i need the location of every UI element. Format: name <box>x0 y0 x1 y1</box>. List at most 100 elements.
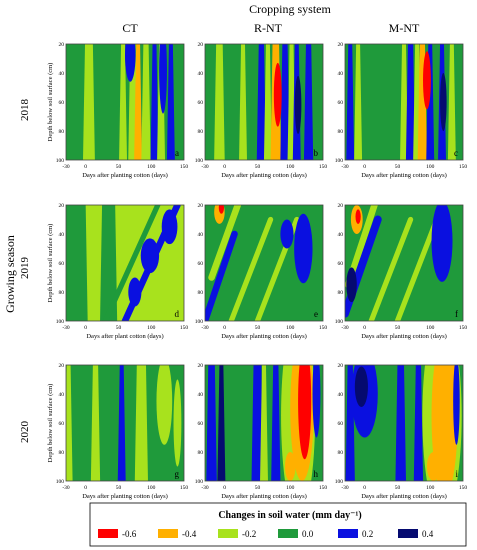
row-label-2018: 2018 <box>19 99 31 122</box>
contour-streak <box>102 205 161 321</box>
y-tick-label: 20 <box>338 363 344 369</box>
contour-band <box>166 44 175 160</box>
figure-title: Cropping system <box>249 2 331 16</box>
x-tick-label: 150 <box>319 485 328 491</box>
contour-fill <box>66 205 181 321</box>
contour-fill <box>345 365 462 481</box>
y-tick-label: 20 <box>198 363 204 369</box>
contour-band <box>395 365 406 481</box>
x-axis-label: Days after planting cotton (days) <box>221 493 307 500</box>
contour-streak <box>394 216 440 321</box>
column-label-ct: CT <box>122 21 138 35</box>
contour-blob <box>431 365 458 481</box>
y-tick-label: 40 <box>338 71 344 77</box>
y-tick-label: 100 <box>56 319 65 325</box>
x-axis-label: Days after planting cotton (days) <box>221 333 307 340</box>
y-tick-label: 40 <box>198 392 204 398</box>
contour-fill <box>205 205 313 321</box>
y-axis-label: Depth below soil surface (cm) <box>47 384 54 463</box>
x-tick-label: 150 <box>319 325 328 331</box>
legend-swatch <box>338 529 358 538</box>
y-tick-label: 80 <box>338 450 344 456</box>
contour-blob <box>159 44 167 114</box>
contour-band <box>134 44 143 160</box>
legend-label: 0.0 <box>302 529 314 539</box>
legend-swatch <box>158 529 178 538</box>
y-tick-label: 60 <box>338 261 344 267</box>
x-tick-label: 0 <box>363 325 366 331</box>
contour-blob <box>173 379 182 467</box>
y-tick-label: 100 <box>195 158 204 164</box>
x-tick-label: 50 <box>395 325 401 331</box>
panel-d: d -30 0 50 100 150 20 40 60 80 100 Days after plant… <box>47 203 188 340</box>
x-tick-label: 100 <box>426 164 435 170</box>
contour-band <box>90 365 101 481</box>
contour-band <box>280 44 290 160</box>
y-tick-label: 40 <box>198 232 204 238</box>
x-tick-label: 50 <box>255 485 261 491</box>
legend: Changes in soil water (mm day⁻¹) -0.6 -0.… <box>89 502 467 547</box>
y-tick-label: 80 <box>59 450 65 456</box>
legend-border <box>89 502 467 547</box>
panel-letter: i <box>455 469 458 479</box>
panel-frame <box>65 364 185 482</box>
panel-letter: d <box>175 309 180 319</box>
panel-frame <box>204 43 324 161</box>
panel-frame <box>204 204 324 322</box>
contour-blob <box>312 365 321 438</box>
contour-fill <box>66 365 182 481</box>
contour-band <box>100 205 118 321</box>
contour-band <box>303 44 314 160</box>
y-tick-label: 60 <box>59 421 65 427</box>
x-tick-label: 100 <box>286 325 295 331</box>
x-tick-label: 0 <box>223 164 226 170</box>
panel-frame <box>344 204 464 322</box>
contour-band <box>271 365 281 481</box>
y-tick-label: 60 <box>198 421 204 427</box>
y-tick-label: 80 <box>59 129 65 135</box>
contour-blob <box>273 62 282 127</box>
y-tick-label: 100 <box>195 479 204 485</box>
contour-blob <box>294 213 313 284</box>
y-tick-label: 40 <box>59 232 65 238</box>
y-tick-label: 100 <box>335 158 344 164</box>
y-tick-label: 80 <box>338 290 344 296</box>
contour-band <box>66 365 73 481</box>
x-tick-label: 150 <box>180 164 189 170</box>
x-tick-label: 50 <box>255 164 261 170</box>
y-axis-label: Depth below soil surface (cm) <box>47 63 54 142</box>
x-axis-label: Days after plant cotton (days) <box>86 333 163 340</box>
y-tick-label: 100 <box>56 479 65 485</box>
x-tick-label: 50 <box>116 325 122 331</box>
panel-letter: h <box>314 469 319 479</box>
x-tick-label: 0 <box>363 164 366 170</box>
contour-blob <box>294 75 302 134</box>
y-tick-label: 100 <box>195 319 204 325</box>
panel-b: b -30 0 50 100 150 20 40 60 80 100 Days after plant… <box>195 42 328 179</box>
row-label-2019: 2019 <box>19 257 31 280</box>
panel-letter: c <box>454 148 458 158</box>
contour-blob <box>298 365 312 460</box>
y-tick-label: 60 <box>338 421 344 427</box>
contour-band <box>150 44 159 160</box>
contour-streak <box>368 216 414 321</box>
y-tick-label: 20 <box>59 42 65 48</box>
y-tick-label: 20 <box>338 42 344 48</box>
x-axis-label: Days after planting cotton (days) <box>221 172 307 179</box>
y-axis-label: Depth below soil surface (cm) <box>47 224 54 303</box>
y-tick-label: 40 <box>338 232 344 238</box>
y-tick-label: 80 <box>59 290 65 296</box>
y-tick-label: 60 <box>198 100 204 106</box>
column-label-r-nt: R-NT <box>254 21 283 35</box>
y-tick-label: 60 <box>59 100 65 106</box>
x-tick-label: 150 <box>180 325 189 331</box>
x-tick-label: 150 <box>459 325 468 331</box>
panel-g: g -30 0 50 100 150 20 40 60 80 100 Days after plant… <box>47 363 188 500</box>
contour-band <box>141 44 151 160</box>
x-tick-label: 0 <box>223 485 226 491</box>
x-tick-label: 0 <box>84 485 87 491</box>
contour-blob <box>125 44 136 82</box>
x-tick-label: 0 <box>363 485 366 491</box>
contour-band <box>217 365 226 481</box>
x-axis-label: Days after planting cotton (days) <box>82 172 168 179</box>
